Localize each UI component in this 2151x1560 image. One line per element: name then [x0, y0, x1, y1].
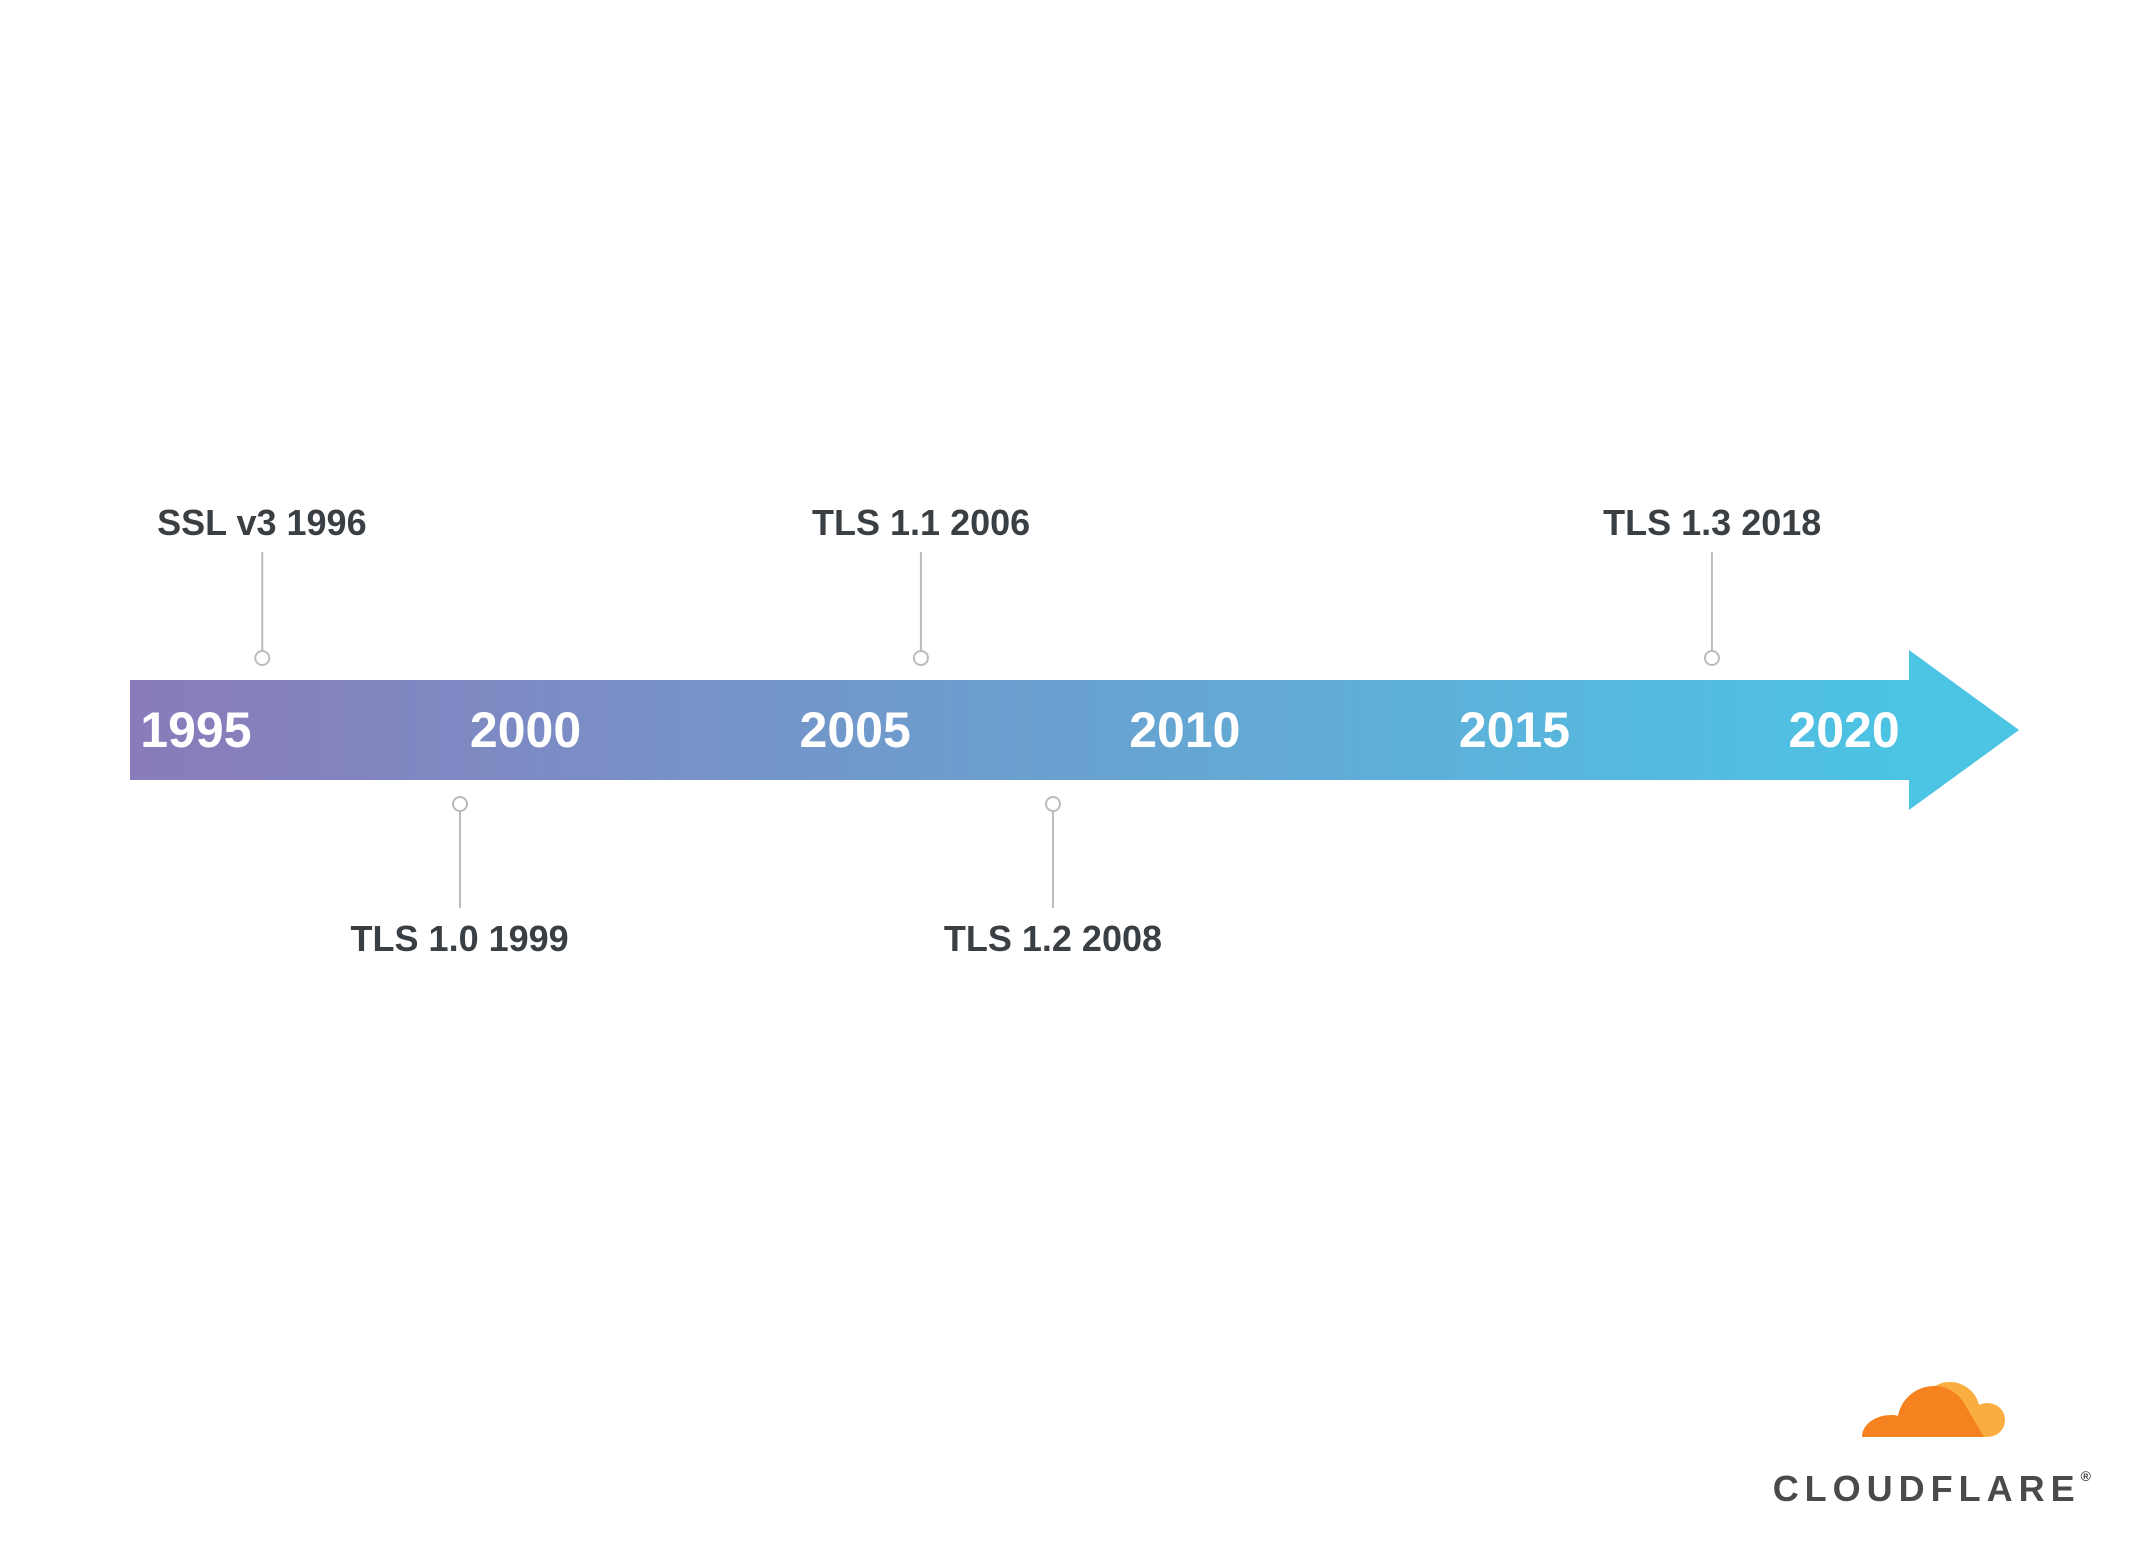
- brand-name: CLOUDFLARE: [1773, 1468, 2081, 1509]
- event-stem: [920, 552, 922, 662]
- event-stem: [261, 552, 263, 662]
- event-label: TLS 1.2 2008: [944, 918, 1162, 960]
- year-tick: 2020: [1744, 680, 1944, 780]
- event-label: TLS 1.1 2006: [812, 502, 1030, 544]
- cloud-icon: [1852, 1379, 2012, 1459]
- event-stem: [459, 798, 461, 908]
- brand-text: CLOUDFLARE®: [1773, 1468, 2091, 1510]
- event-dot-icon: [452, 796, 468, 812]
- year-tick: 2015: [1414, 680, 1614, 780]
- timeline-event: SSL v3 1996: [157, 502, 367, 544]
- event-dot-icon: [1045, 796, 1061, 812]
- timeline-event: TLS 1.1 2006: [812, 502, 1030, 544]
- event-label: SSL v3 1996: [157, 502, 367, 544]
- event-label: TLS 1.0 1999: [351, 918, 569, 960]
- event-stem: [1711, 552, 1713, 662]
- year-tick: 2000: [426, 680, 626, 780]
- event-stem: [1052, 798, 1054, 908]
- timeline-event: TLS 1.3 2018: [1603, 502, 1821, 544]
- event-label: TLS 1.3 2018: [1603, 502, 1821, 544]
- timeline: 199520002005201020152020 SSL v3 1996TLS …: [130, 680, 2020, 780]
- brand-logo: CLOUDFLARE®: [1773, 1379, 2091, 1510]
- event-dot-icon: [913, 650, 929, 666]
- year-tick: 2005: [755, 680, 955, 780]
- year-tick: 2010: [1085, 680, 1285, 780]
- timeline-bar: [130, 680, 1910, 780]
- year-tick: 1995: [96, 680, 296, 780]
- registered-mark: ®: [2081, 1468, 2091, 1484]
- event-dot-icon: [1704, 650, 1720, 666]
- event-dot-icon: [254, 650, 270, 666]
